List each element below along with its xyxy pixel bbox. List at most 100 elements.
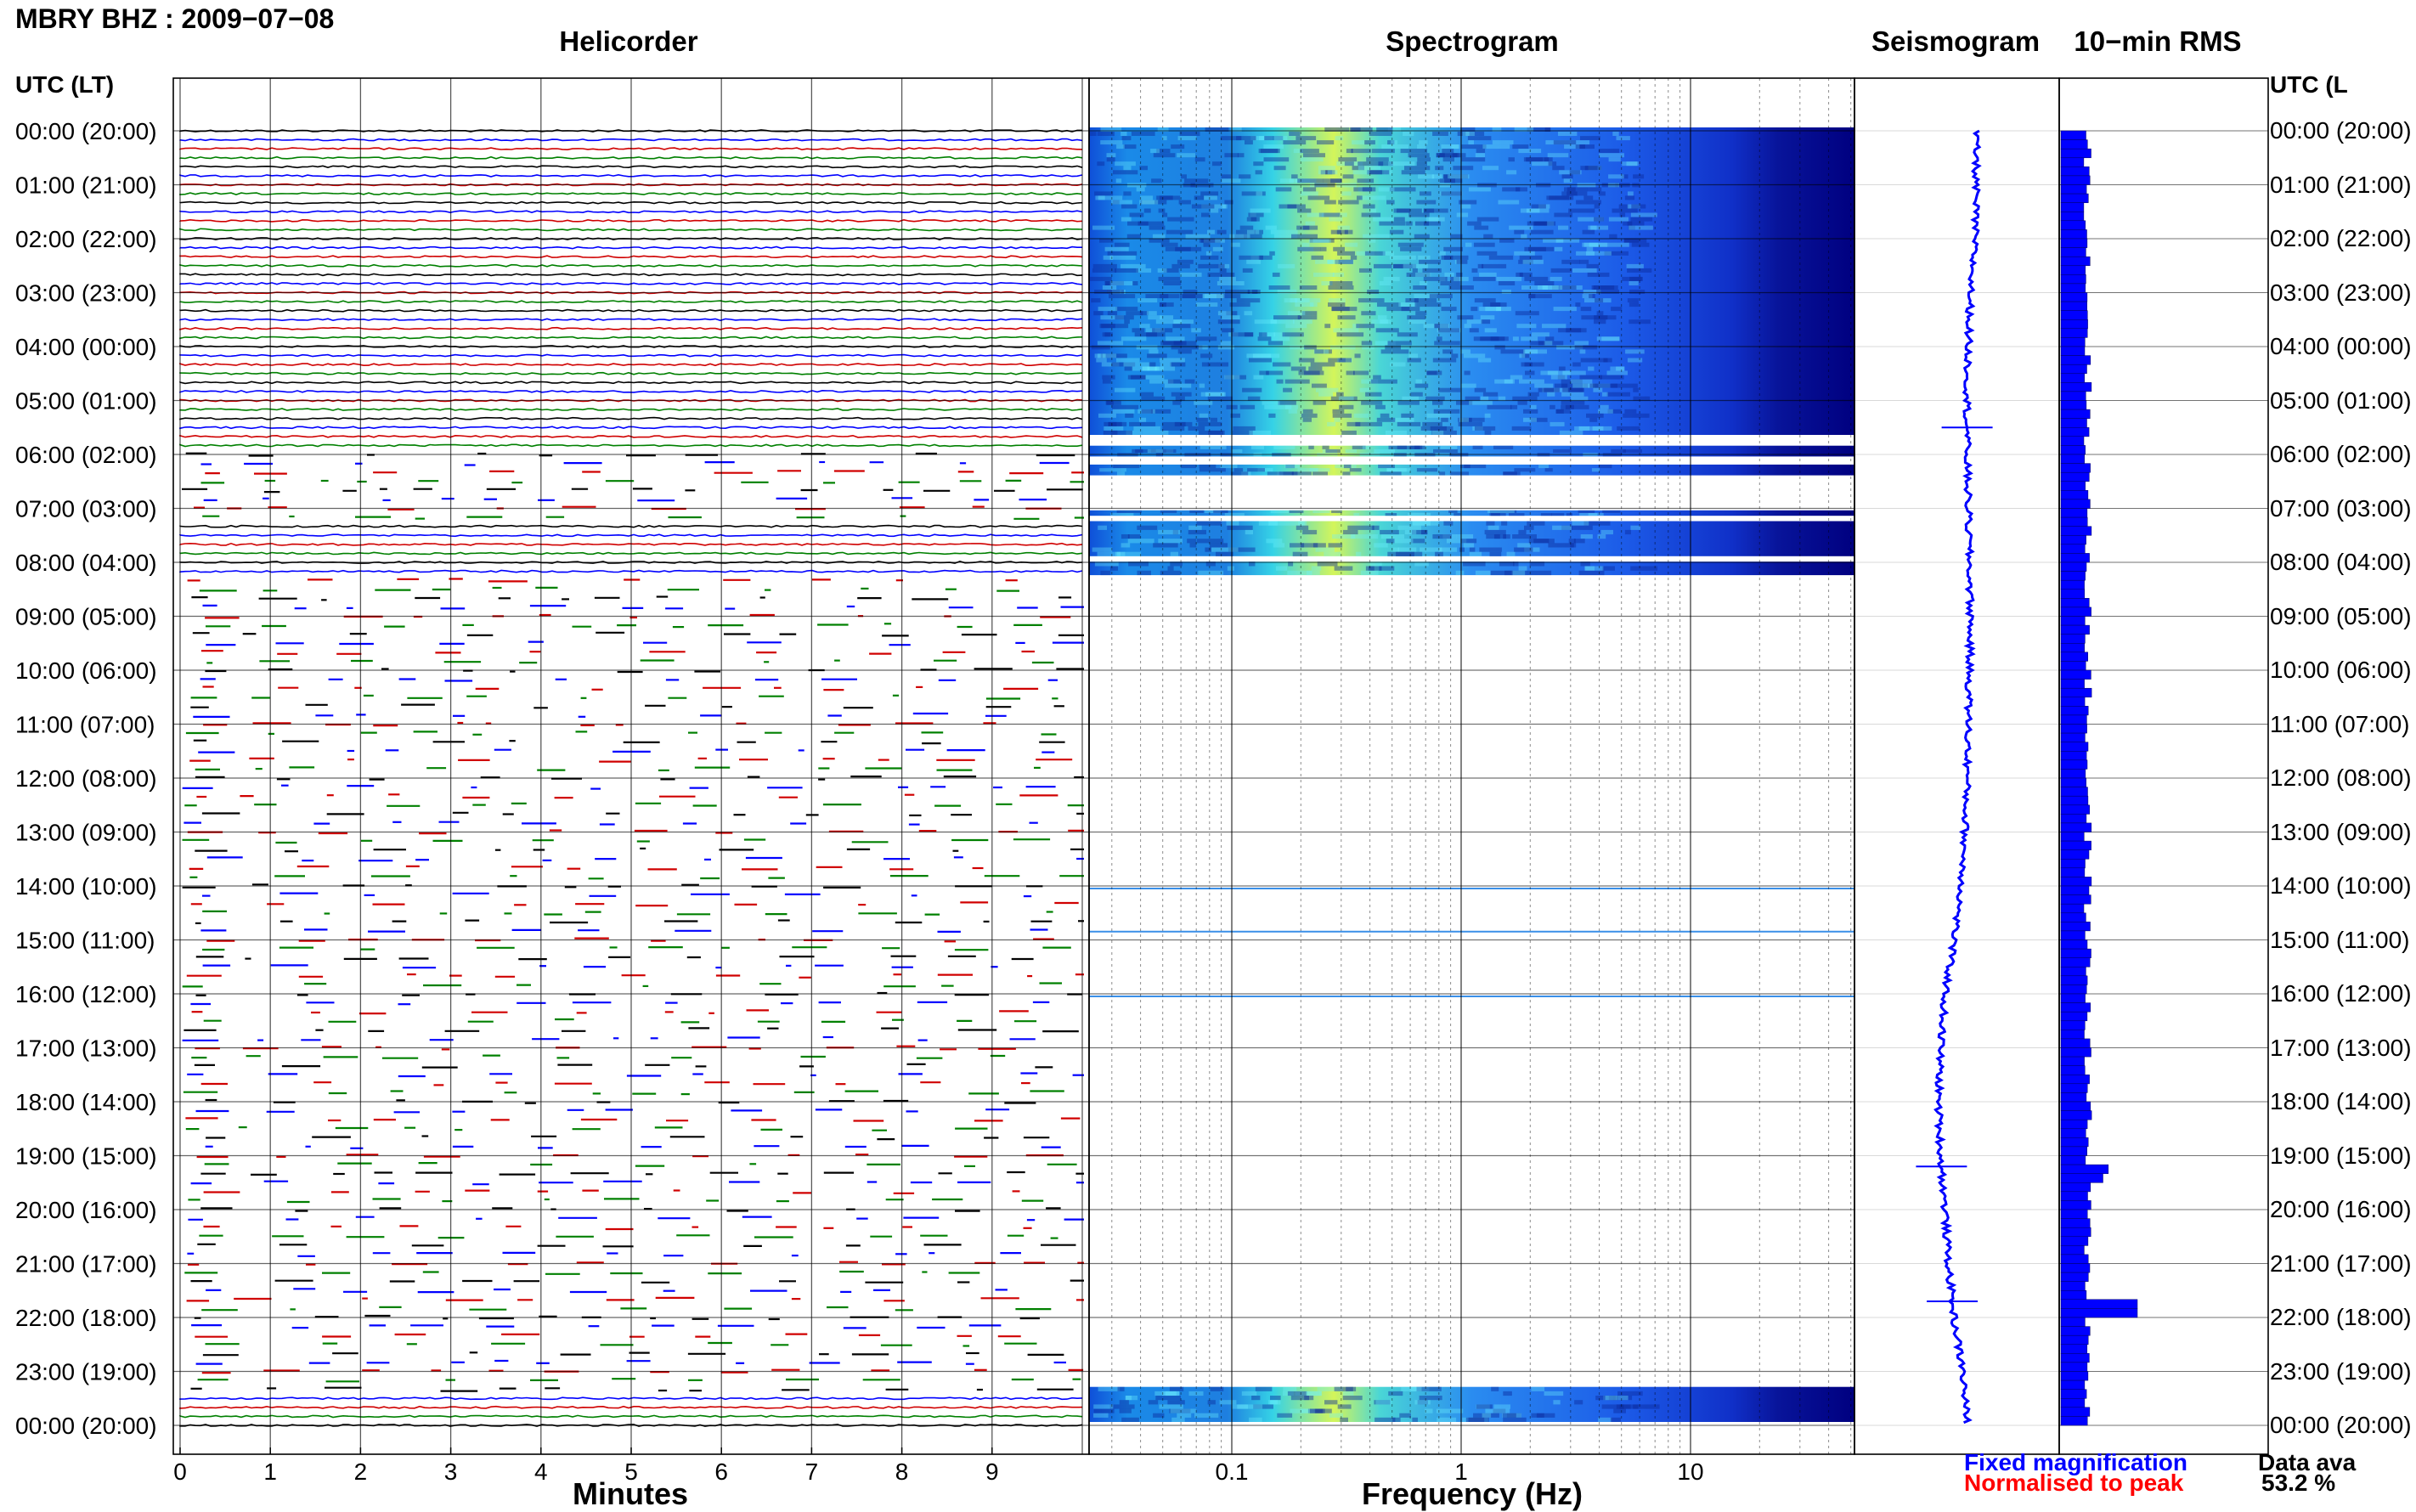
spectrogram-speckle <box>1393 208 1410 213</box>
spectrogram-speckle <box>1514 468 1536 472</box>
spectrogram-speckle <box>1239 404 1256 409</box>
spectrogram-speckle <box>1450 234 1463 239</box>
spectrogram-speckle <box>1461 144 1487 150</box>
spectrogram-speckle <box>1171 263 1190 268</box>
spectrogram-speckle <box>1486 534 1500 539</box>
spectrogram-speckle <box>1104 246 1129 251</box>
spectrogram-speckle <box>1139 392 1154 397</box>
spectrogram-speckle <box>1512 336 1519 341</box>
spectrogram-speckle <box>1126 234 1141 239</box>
spectrogram-speckle <box>1312 510 1330 513</box>
spectrogram-speckle <box>1440 445 1458 449</box>
spectrogram-speckle <box>1158 539 1183 544</box>
spectrogram-speckle <box>1381 144 1409 150</box>
spectrogram-speckle <box>1392 263 1417 268</box>
spectrogram-speckle <box>1131 366 1145 371</box>
spectrogram-speckle <box>1545 140 1571 145</box>
spectrogram-speckle <box>1110 430 1132 435</box>
spectrogram-speckle <box>1137 409 1155 414</box>
spectrogram-speckle <box>1503 471 1521 476</box>
helicorder-trace-line <box>179 381 1083 385</box>
spectrogram-speckle <box>1472 276 1496 281</box>
rms-bar <box>2060 1362 2088 1372</box>
legend-normalised-to-peak: Normalised to peak <box>1964 1470 2184 1496</box>
spectrogram-speckle <box>1492 140 1514 145</box>
spectrogram-speckle <box>1589 187 1602 192</box>
spectrogram-speckle <box>1147 366 1160 371</box>
spectrogram-speckle <box>1301 1408 1310 1413</box>
spectrogram-speckle <box>1386 307 1410 312</box>
spectrogram-speckle <box>1260 149 1279 154</box>
spectrogram-speckle <box>1353 413 1369 418</box>
spectrogram-speckle <box>1307 195 1330 200</box>
spectrogram-speckle <box>1331 307 1350 312</box>
spectrogram-speckle <box>1121 204 1137 209</box>
rms-bar <box>2060 1083 2088 1093</box>
spectrogram-speckle <box>1200 238 1216 243</box>
spectrogram-speckle <box>1222 178 1241 183</box>
spectrogram-speckle <box>1616 1404 1631 1409</box>
spectrogram-speckle <box>1558 328 1582 333</box>
spectrogram-speckle <box>1457 132 1485 136</box>
spectrogram-speckle <box>1437 1417 1457 1422</box>
spectrogram-speckle <box>1334 417 1341 422</box>
spectrogram-speckle <box>1258 332 1267 337</box>
spectrogram-speckle <box>1092 263 1117 268</box>
rms-bar <box>2060 508 2088 518</box>
spectrogram-speckle <box>1330 229 1341 234</box>
spectrogram-speckle <box>1493 445 1514 449</box>
spectrogram-speckle <box>1369 566 1382 571</box>
spectrogram-speckle <box>1464 324 1472 329</box>
utc-tick-label-right: 18:00 (14:00) <box>2270 1088 2412 1114</box>
helicorder-trace-line <box>179 326 1083 330</box>
spectrogram-speckle <box>1290 366 1307 371</box>
rms-bar <box>2060 1030 2085 1040</box>
spectrogram-speckle <box>1220 341 1231 346</box>
utc-tick-label-right: 11:00 (07:00) <box>2270 710 2410 737</box>
spectrogram-speckle <box>1401 413 1414 418</box>
spectrogram-speckle <box>1437 153 1458 158</box>
spectrogram-speckle <box>1171 144 1185 150</box>
spectrogram-speckle <box>1356 251 1375 256</box>
spectrogram-speckle <box>1476 149 1486 154</box>
spectrogram-speckle <box>1618 204 1629 209</box>
spectrogram-speckle <box>1245 140 1253 145</box>
spectrogram-speckle <box>1538 387 1560 392</box>
spectrogram-speckle <box>1532 161 1553 166</box>
spectrogram-speckle <box>1575 144 1595 150</box>
spectrogram-speckle <box>1146 311 1157 316</box>
spectrogram-speckle <box>1580 358 1608 363</box>
spectrogram-speckle <box>1583 290 1601 294</box>
spectrogram-speckle <box>1489 513 1506 516</box>
spectrogram-speckle <box>1526 208 1550 213</box>
spectrogram-speckle <box>1123 144 1137 150</box>
spectrogram-speckle <box>1273 136 1288 141</box>
spectrogram-speckle <box>1198 430 1225 435</box>
spectrogram-speckle <box>1503 1391 1512 1396</box>
utc-tick-label-right: 05:00 (01:00) <box>2270 386 2412 414</box>
spectrogram-speckle <box>1401 307 1420 312</box>
spectrogram-speckle <box>1502 1413 1516 1418</box>
spectrogram-speckle <box>1342 471 1351 476</box>
spectrogram-speckle <box>1289 132 1301 136</box>
spectrogram-speckle <box>1609 234 1617 239</box>
rms-bar <box>2060 1281 2086 1291</box>
spectrogram-speckle <box>1467 136 1492 141</box>
spectrogram-speckle <box>1219 1400 1237 1405</box>
spectrogram-speckle <box>1363 234 1390 239</box>
spectrogram-speckle <box>1161 136 1167 141</box>
spectrogram-speckle <box>1374 543 1388 548</box>
spectrogram-speckle <box>1574 341 1589 346</box>
spectrogram-speckle <box>1385 345 1401 350</box>
spectrogram-speckle <box>1626 263 1644 268</box>
spectrogram-speckle <box>1434 341 1460 346</box>
spectrogram-speckle <box>1290 345 1306 350</box>
spectrogram-speckle <box>1423 208 1435 213</box>
spectrogram-speckle <box>1518 566 1527 571</box>
spectrogram-speckle <box>1443 246 1463 251</box>
spectrogram-speckle <box>1572 521 1589 526</box>
spectrogram-speckle <box>1300 543 1318 548</box>
rms-bar <box>2060 661 2086 671</box>
spectrogram-speckle <box>1553 1400 1561 1405</box>
spectrogram-speckle <box>1498 200 1520 205</box>
